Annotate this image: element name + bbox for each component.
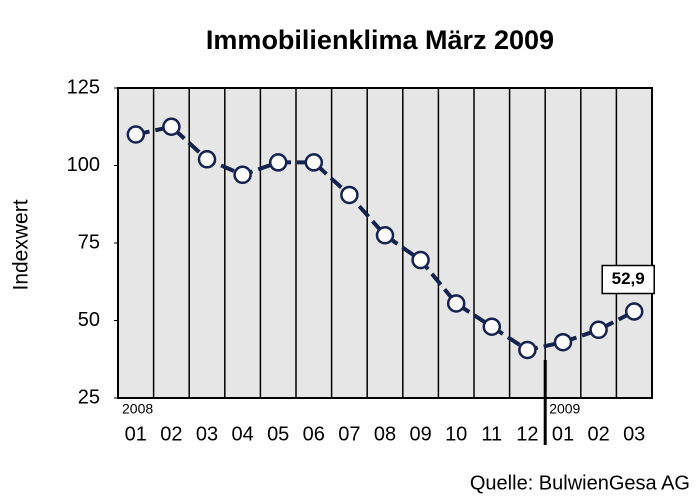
y-tick-label: 125 [67,76,100,98]
marker [340,185,359,205]
y-tick-label: 50 [78,309,100,331]
marker [197,150,217,169]
marker [518,340,537,360]
marker [624,302,644,321]
value-label: 52,9 [612,269,645,288]
x-tick-label: 06 [303,423,325,445]
marker [411,250,430,270]
value-label-box [601,264,655,295]
marker [162,117,181,136]
y-tick-label: 25 [78,386,100,408]
y-axis-label: Indexwert [10,199,33,290]
x-tick-label: 04 [231,423,253,445]
marker [268,153,288,172]
marker [446,294,466,313]
x-tick-label: 08 [374,423,396,445]
marker [553,332,573,352]
y-tick-label: 75 [78,231,100,253]
x-tick-label: 05 [267,423,289,445]
x-tick-label: 07 [338,423,360,445]
x-tick-label: 09 [409,423,431,445]
marker [304,153,324,172]
x-tick-label: 12 [516,423,538,445]
source: Quelle: BulwienGesa AG [470,472,690,494]
year-label: 2008 [122,401,153,417]
marker [589,320,608,340]
marker [375,226,395,245]
y-tick-label: 100 [67,154,100,176]
chart-title: Immobilienklima März 2009 [206,25,554,55]
x-tick-label: 03 [196,423,218,445]
marker [233,165,252,185]
x-tick-label: 02 [160,423,182,445]
line [135,124,636,353]
x-tick-label: 02 [587,423,609,445]
x-tick-label: 10 [445,423,467,445]
marker [482,317,502,336]
marker [126,125,146,144]
year-label: 2009 [549,401,580,417]
x-tick-label: 01 [552,423,574,445]
x-tick-label: 03 [623,423,645,445]
x-tick-label: 01 [125,423,147,445]
x-tick-label: 11 [481,423,502,445]
